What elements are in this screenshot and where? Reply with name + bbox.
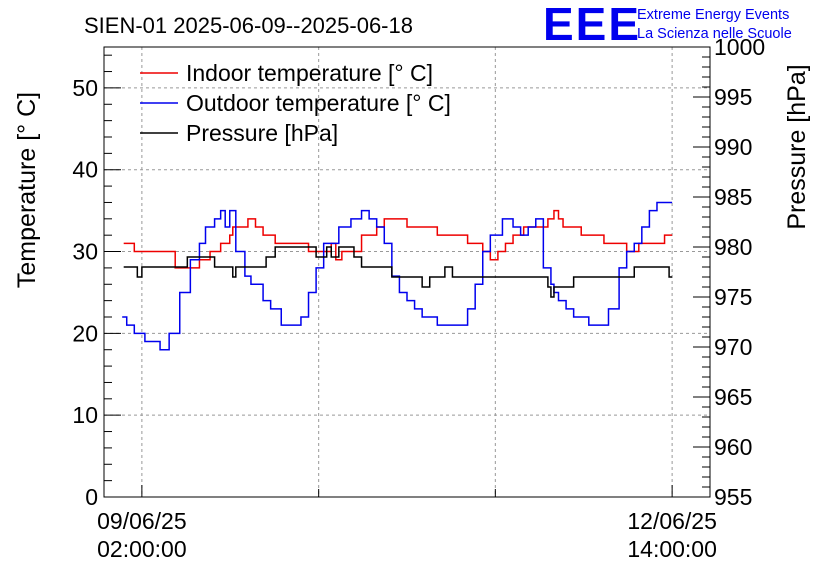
series-line-outdoor — [122, 201, 673, 351]
y-axis-label: Temperature [° C] — [13, 92, 41, 288]
y2-tick-label: 960 — [714, 434, 752, 460]
y2-tick-label: 975 — [714, 284, 752, 310]
series-line-pressure — [123, 246, 673, 298]
series-lines — [122, 201, 673, 351]
grid — [104, 47, 710, 497]
eee-logo-line1: Extreme Energy Events — [637, 7, 789, 23]
legend-label: Outdoor temperature [° C] — [186, 90, 451, 116]
legend: Indoor temperature [° C] Outdoor temperat… — [140, 60, 451, 146]
left-axis: 0 10 20 30 40 50 — [72, 54, 121, 510]
y2-tick-label: 980 — [714, 234, 752, 260]
y2-tick-label: 995 — [714, 84, 752, 110]
plot-frame — [103, 46, 711, 498]
x-tick-time: 02:00:00 — [97, 536, 187, 562]
legend-label: Indoor temperature [° C] — [186, 60, 433, 86]
right-axis: 955 960 965 970 975 980 985 990 995 1000 — [693, 34, 765, 510]
y2-tick-label: 970 — [714, 334, 752, 360]
eee-logo-line2: La Scienza nelle Scuole — [637, 26, 792, 42]
eee-logo-text: EEE — [543, 0, 641, 50]
y-tick-label: 50 — [72, 75, 98, 101]
y2-tick-label: 990 — [714, 134, 752, 160]
chart-title: SIEN-01 2025-06-09--2025-06-18 — [84, 13, 413, 38]
y2-tick-label: 1000 — [714, 34, 765, 60]
y-tick-label: 20 — [72, 320, 98, 346]
eee-logo: EEE Extreme Energy Events La Scienza nel… — [543, 0, 792, 50]
y-tick-label: 0 — [85, 484, 98, 510]
y2-tick-label: 965 — [714, 384, 752, 410]
legend-label: Pressure [hPa] — [186, 120, 338, 146]
y-tick-label: 40 — [72, 157, 98, 183]
y2-tick-label: 955 — [714, 484, 752, 510]
x-tick-date: 09/06/25 — [97, 508, 187, 534]
series-line-indoor — [123, 209, 673, 269]
y-tick-label: 10 — [72, 402, 98, 428]
y-tick-label: 30 — [72, 239, 98, 265]
y2-tick-label: 985 — [714, 184, 752, 210]
y2-axis-label: Pressure [hPa] — [783, 64, 811, 229]
x-tick-date: 12/06/25 — [627, 508, 717, 534]
x-tick-time: 14:00:00 — [627, 536, 717, 562]
